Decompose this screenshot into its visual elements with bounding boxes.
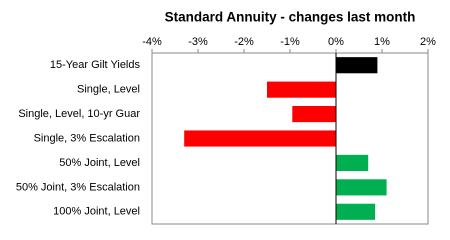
y-tick-label: 15-Year Gilt Yields bbox=[50, 59, 141, 71]
bar bbox=[336, 179, 387, 196]
y-tick-label: 50% Joint, Level bbox=[59, 157, 140, 169]
x-tick-label: 0% bbox=[328, 36, 344, 48]
bar bbox=[184, 130, 336, 147]
bar bbox=[336, 154, 369, 171]
y-tick-label: 50% Joint, 3% Escalation bbox=[16, 181, 140, 193]
y-tick-label: 100% Joint, Level bbox=[53, 206, 140, 218]
bar bbox=[267, 81, 336, 98]
x-tick-label: 1% bbox=[374, 36, 390, 48]
chart-title: Standard Annuity - changes last month bbox=[165, 10, 416, 25]
bar bbox=[336, 57, 378, 74]
bar bbox=[336, 203, 376, 220]
x-tick-label: -4% bbox=[142, 36, 162, 48]
y-tick-label: Single, 3% Escalation bbox=[34, 132, 140, 144]
x-tick-label: -3% bbox=[188, 36, 208, 48]
x-tick-label: 2% bbox=[420, 36, 436, 48]
x-tick-label: -1% bbox=[280, 36, 300, 48]
y-tick-label: Single, Level, 10-yr Guar bbox=[18, 108, 140, 120]
bar bbox=[292, 106, 336, 123]
y-tick-label: Single, Level bbox=[77, 84, 140, 96]
x-tick-label: -2% bbox=[234, 36, 254, 48]
